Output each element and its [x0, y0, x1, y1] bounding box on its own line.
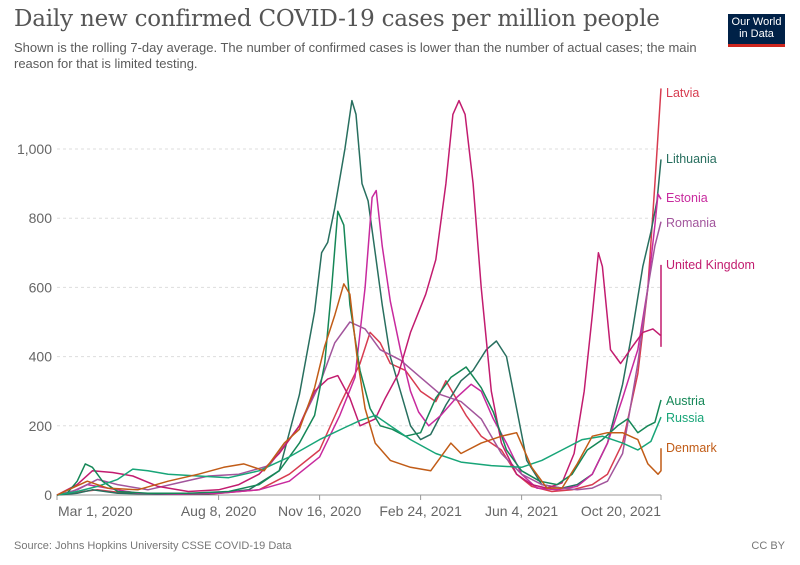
series-label-lithuania[interactable]: Lithuania — [666, 152, 717, 166]
owid-logo[interactable]: Our World in Data — [728, 14, 785, 47]
series-lines — [56, 88, 662, 496]
x-tick-label: Aug 8, 2020 — [181, 503, 257, 519]
series-line-lithuania[interactable] — [56, 99, 662, 496]
line-chart: 0 200 400 600 800 1,000 Mar 1, 2020 Aug 8, 202… — [17, 86, 755, 519]
y-axis: 0 200 400 600 800 1,000 — [17, 141, 52, 503]
series-line-denmark[interactable] — [56, 283, 662, 496]
series-label-romania[interactable]: Romania — [666, 216, 716, 230]
series-label-austria[interactable]: Austria — [666, 394, 705, 408]
y-tick-label: 800 — [29, 210, 53, 226]
x-tick-label: Nov 16, 2020 — [278, 503, 361, 519]
y-tick-label: 400 — [29, 349, 53, 365]
x-tick-label: Oct 20, 2021 — [581, 503, 661, 519]
license-link[interactable]: CC BY — [751, 540, 785, 552]
series-line-united-kingdom[interactable] — [56, 99, 662, 496]
grid-lines — [57, 148, 661, 427]
chart-title: Daily new confirmed COVID-19 cases per m… — [14, 6, 660, 32]
series-line-romania[interactable] — [56, 221, 662, 496]
series-label-denmark[interactable]: Denmark — [666, 441, 717, 455]
series-line-austria[interactable] — [56, 210, 662, 496]
x-tick-label: Mar 1, 2020 — [58, 503, 133, 519]
chart-subtitle: Shown is the rolling 7-day average. The … — [14, 40, 697, 71]
series-label-united-kingdom[interactable]: United Kingdom — [666, 258, 755, 272]
logo-line-1: Our World — [731, 16, 782, 28]
source-note: Source: Johns Hopkins University CSSE CO… — [14, 540, 292, 552]
y-tick-label: 1,000 — [17, 141, 52, 157]
y-tick-label: 200 — [29, 418, 53, 434]
series-label-latvia[interactable]: Latvia — [666, 86, 699, 100]
x-axis: Mar 1, 2020 Aug 8, 2020 Nov 16, 2020 Feb 24… — [56, 494, 662, 519]
x-tick-label: Jun 4, 2021 — [485, 503, 558, 519]
series-line-russia[interactable] — [56, 414, 662, 496]
y-tick-label: 600 — [29, 279, 53, 295]
x-tick-label: Feb 24, 2021 — [379, 503, 462, 519]
y-tick-label: 0 — [44, 487, 52, 503]
logo-line-2: in Data — [739, 28, 774, 40]
series-label-estonia[interactable]: Estonia — [666, 191, 708, 205]
series-label-russia[interactable]: Russia — [666, 411, 704, 425]
series-labels: Latvia Lithuania Estonia Romania United King… — [666, 86, 755, 455]
series-line-estonia[interactable] — [56, 189, 662, 496]
